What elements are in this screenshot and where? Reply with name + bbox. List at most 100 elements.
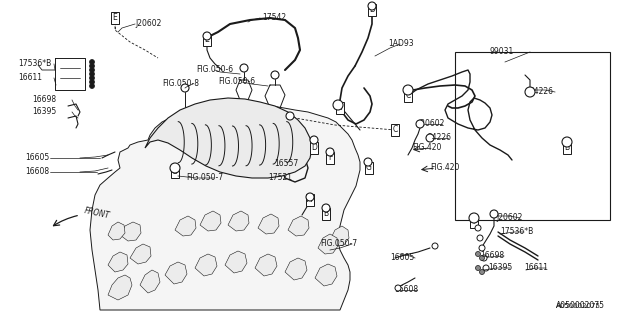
Text: A050002075: A050002075 [556,301,605,310]
Polygon shape [145,98,312,178]
Circle shape [271,71,279,79]
Text: F: F [328,154,332,163]
Polygon shape [140,270,160,293]
Polygon shape [165,262,187,284]
Text: B: B [564,143,570,153]
Polygon shape [108,252,128,272]
Circle shape [368,2,376,10]
Circle shape [90,60,95,65]
Text: 17536*B: 17536*B [500,228,533,236]
Text: FIG.420: FIG.420 [430,164,460,172]
Circle shape [90,76,95,81]
Circle shape [203,32,211,40]
Circle shape [476,266,481,270]
Circle shape [306,193,314,201]
Polygon shape [315,264,337,286]
Circle shape [481,255,487,261]
Text: FRONT: FRONT [83,206,110,220]
Text: A: A [337,103,342,113]
Text: FIG.050-6: FIG.050-6 [196,66,233,75]
Text: 17536*B: 17536*B [18,60,51,68]
Polygon shape [318,234,338,254]
Circle shape [310,136,318,144]
Text: C: C [405,92,411,100]
Circle shape [490,210,498,218]
Text: 99031: 99031 [490,47,515,57]
Polygon shape [288,216,309,236]
Text: A: A [307,196,312,204]
Circle shape [525,87,535,97]
Text: 17521: 17521 [268,173,292,182]
Circle shape [426,134,434,142]
Text: B: B [323,210,328,219]
Text: E: E [205,36,209,44]
Text: F: F [472,218,476,227]
Circle shape [479,269,484,275]
Text: G: G [366,164,372,172]
Polygon shape [225,251,247,273]
Circle shape [476,252,481,257]
Text: FIG.050-8: FIG.050-8 [162,79,199,89]
Text: 16605: 16605 [390,253,414,262]
Polygon shape [258,214,279,234]
Text: 24226: 24226 [530,87,554,97]
Polygon shape [330,226,349,246]
Circle shape [395,285,401,291]
Circle shape [90,63,95,68]
Circle shape [181,84,189,92]
Circle shape [322,204,330,212]
Text: 16557: 16557 [274,159,298,169]
Text: FIG.420: FIG.420 [412,143,442,153]
Polygon shape [195,254,217,276]
Text: E: E [113,13,117,22]
Text: FIG.050-7: FIG.050-7 [186,173,223,182]
Text: 16698: 16698 [480,252,504,260]
Text: 16611: 16611 [524,263,548,273]
Text: 16395: 16395 [488,263,512,273]
Text: FIG.050-7: FIG.050-7 [320,239,357,249]
Circle shape [477,235,483,241]
Polygon shape [285,258,307,280]
Polygon shape [108,222,125,240]
Text: C: C [392,125,397,134]
Text: D: D [369,5,375,14]
Circle shape [479,255,484,260]
Text: 16605: 16605 [25,154,49,163]
Text: 1AD93: 1AD93 [388,39,413,49]
Text: 16611: 16611 [18,74,42,83]
Bar [455,52,610,220]
Text: J20602: J20602 [418,119,444,129]
Circle shape [403,85,413,95]
Circle shape [432,243,438,249]
Circle shape [364,158,372,166]
Polygon shape [228,211,249,231]
Text: 16395: 16395 [32,108,56,116]
Text: 16608: 16608 [394,285,418,294]
Circle shape [170,163,180,173]
Polygon shape [108,275,132,300]
Circle shape [475,225,481,231]
Text: 17542: 17542 [262,13,286,22]
Text: A050002075: A050002075 [556,303,601,309]
Circle shape [416,120,424,128]
Polygon shape [255,254,277,276]
Circle shape [483,265,489,271]
Circle shape [326,148,334,156]
Text: 16698: 16698 [32,95,56,105]
Circle shape [90,71,95,76]
Polygon shape [130,244,151,264]
Text: 24226: 24226 [427,133,451,142]
Polygon shape [90,105,360,310]
Polygon shape [120,222,141,241]
Circle shape [333,100,343,110]
Text: G: G [172,167,178,177]
Circle shape [469,213,479,223]
Polygon shape [200,211,221,231]
Polygon shape [175,216,196,236]
Circle shape [90,68,95,73]
Text: D: D [311,143,317,153]
Circle shape [240,64,248,72]
Circle shape [479,245,485,251]
Text: FIG.050-6: FIG.050-6 [218,77,255,86]
Circle shape [286,112,294,120]
